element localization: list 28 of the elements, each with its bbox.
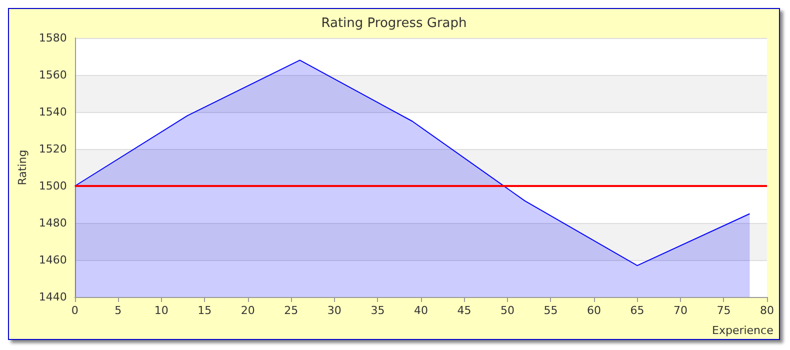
x-tick-label: 0 — [71, 304, 78, 317]
y-tick-label: 1500 — [38, 180, 67, 192]
y-tick-label: 1480 — [38, 216, 67, 230]
x-axis-title: Experience — [712, 324, 774, 337]
x-tick-label: 10 — [154, 304, 168, 317]
y-tick-label: 1440 — [38, 290, 67, 304]
x-tick-label: 20 — [240, 304, 255, 317]
x-tick-label: 50 — [500, 304, 514, 317]
chart-title: Rating Progress Graph — [321, 16, 467, 31]
x-tick-label: 75 — [716, 304, 731, 317]
x-tick-label: 65 — [630, 304, 644, 317]
x-tick-label: 70 — [673, 304, 688, 317]
y-tick-label: 1580 — [38, 32, 67, 44]
y-tick-label: 1460 — [38, 254, 67, 266]
y-tick-label: 1560 — [38, 68, 67, 82]
x-tick-label: 45 — [457, 304, 472, 317]
x-tick-label: 80 — [760, 304, 774, 317]
x-tick-label: 30 — [327, 304, 342, 317]
x-tick-label: 40 — [414, 304, 428, 317]
x-tick-label: 15 — [198, 304, 212, 317]
y-axis-title: Rating — [16, 150, 29, 186]
x-tick-label: 60 — [586, 304, 601, 317]
x-tick-label: 5 — [114, 304, 122, 317]
x-tick-label: 25 — [284, 304, 298, 317]
y-tick-label: 1520 — [38, 142, 67, 156]
x-tick-label: 35 — [370, 304, 385, 317]
y-tick-label: 1540 — [38, 106, 67, 118]
x-tick-label: 55 — [544, 304, 558, 317]
